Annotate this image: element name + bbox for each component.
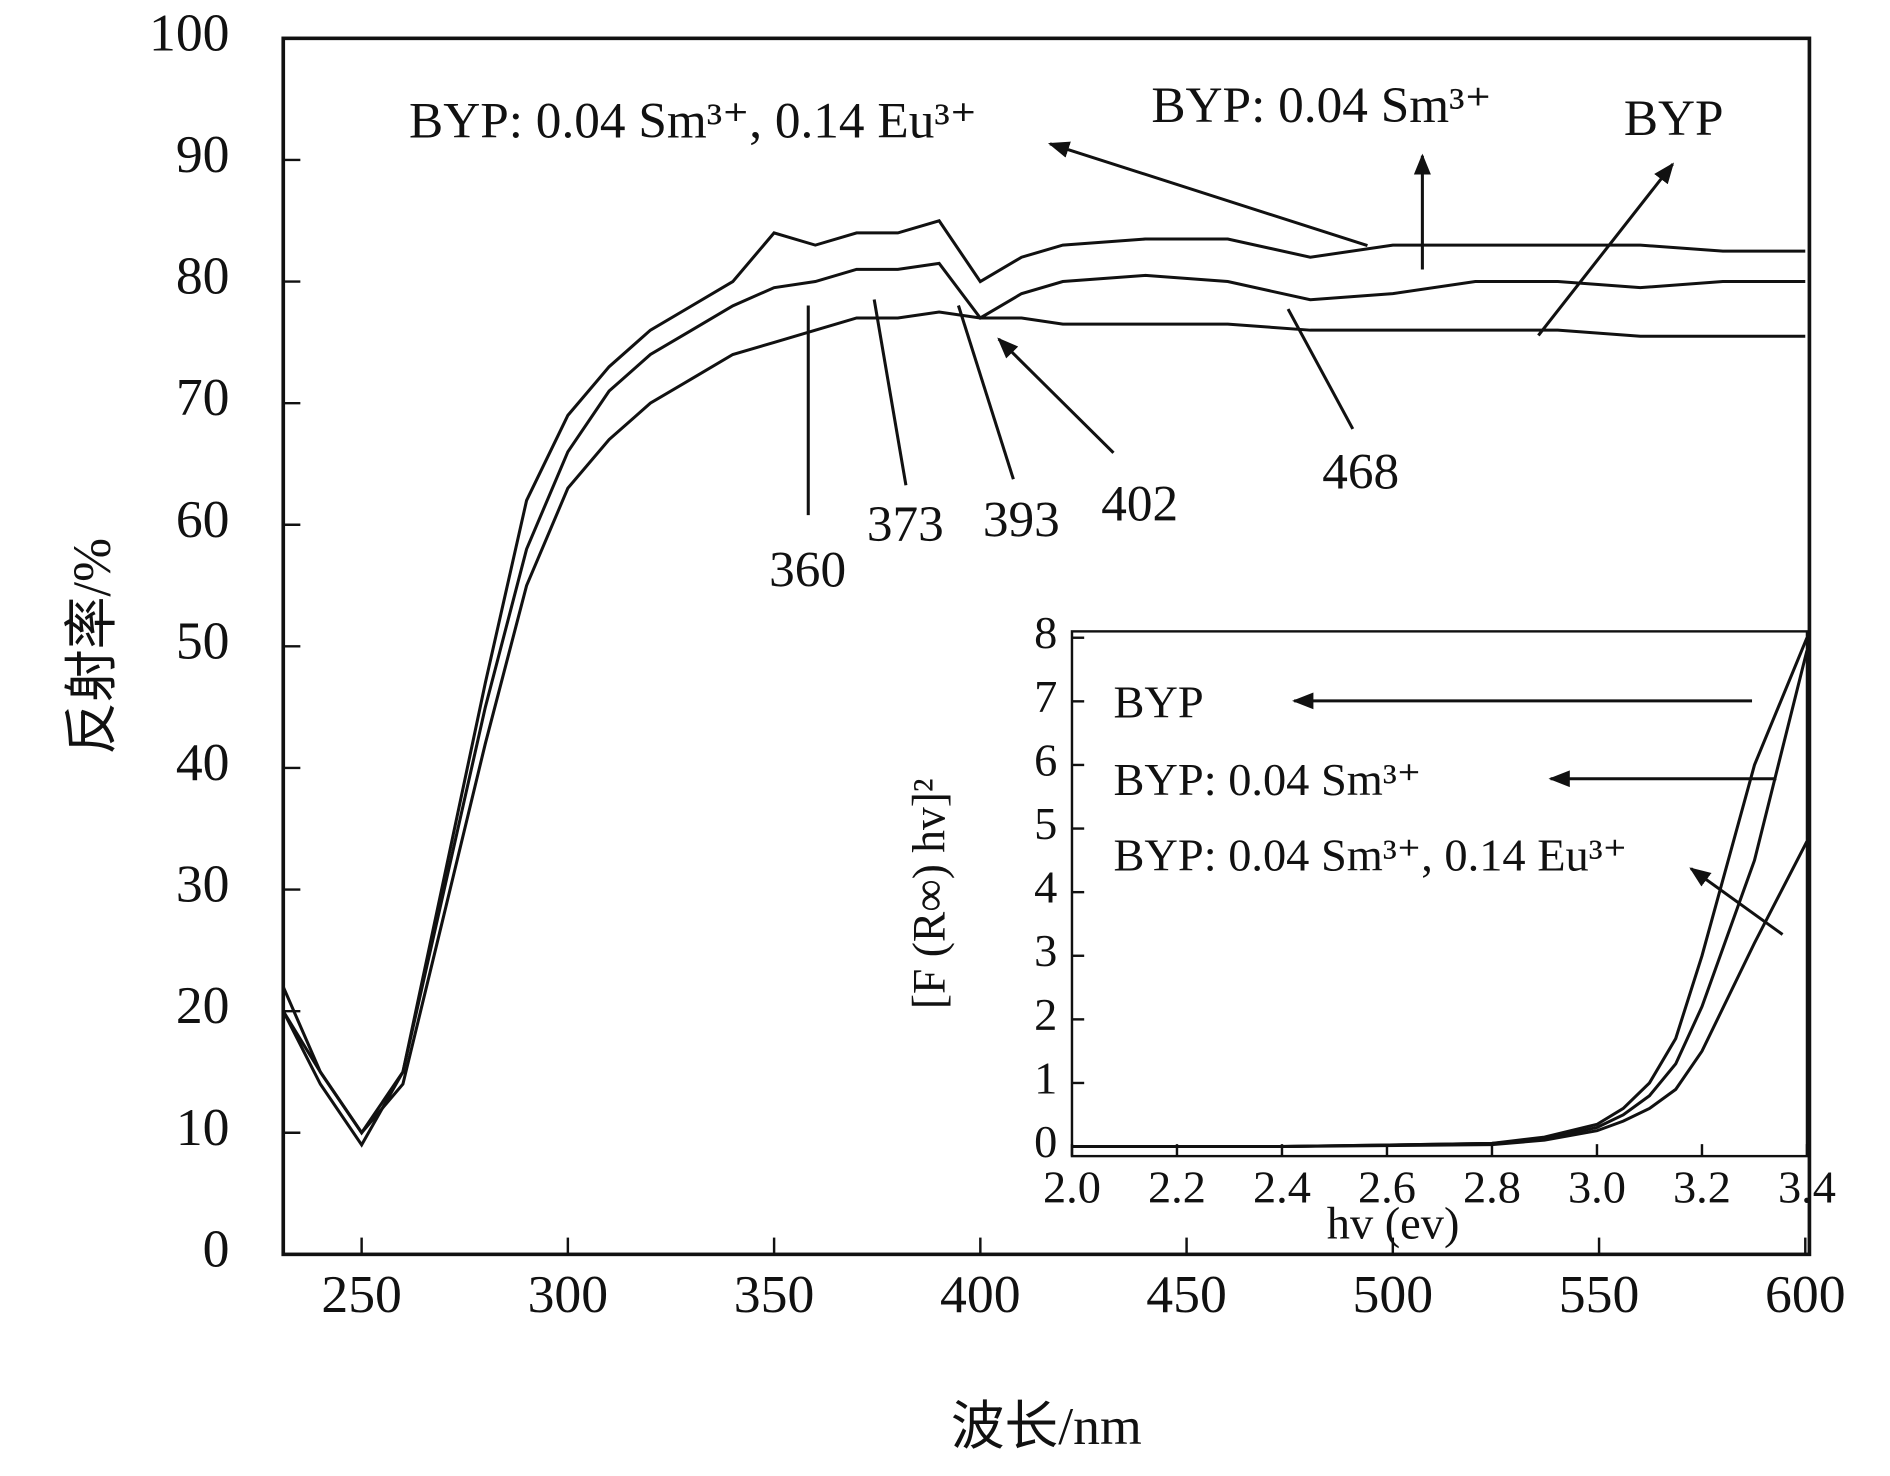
x-tick-label: 300 [528, 1265, 609, 1323]
inset-bg [1071, 631, 1807, 1157]
y-tick-label: 1 [1034, 1053, 1057, 1104]
y-tick-label: 30 [176, 855, 230, 913]
x-tick-label: 2.0 [1043, 1162, 1101, 1213]
series-line [1071, 840, 1809, 1149]
peak-label: 393 [983, 492, 1060, 547]
series-label: BYP: 0.04 Sm³⁺, 0.14 Eu³⁺ [1113, 830, 1627, 881]
y-tick-label: 3 [1034, 926, 1057, 977]
y-tick-label: 8 [1034, 608, 1057, 659]
y-tick-label: 7 [1034, 671, 1057, 722]
y-tick-label: 10 [176, 1098, 230, 1156]
annotation-arrow [956, 305, 1015, 480]
y-axis-label: 反射率/% [63, 538, 123, 755]
y-tick-label: 2 [1034, 989, 1057, 1040]
x-tick-label: 250 [321, 1265, 402, 1323]
y-tick-label: 20 [176, 977, 230, 1035]
series-label: BYP: 0.04 Sm³⁺ [1151, 77, 1491, 132]
peak-label: 468 [1322, 444, 1399, 499]
peak-label: 373 [867, 497, 944, 552]
x-axis-label: 波长/nm [951, 1397, 1142, 1455]
annotation-arrow [872, 299, 908, 486]
annotation-arrow [997, 337, 1115, 454]
series-line [281, 261, 1806, 1136]
x-axis-label: hv (ev) [1327, 1198, 1460, 1249]
y-axis-label: [F (R∞) hv]² [903, 778, 954, 1009]
annotation-arrow [1286, 308, 1355, 430]
x-tick-label: 3.4 [1778, 1162, 1836, 1213]
x-tick-label: 400 [940, 1265, 1021, 1323]
y-tick-label: 0 [203, 1220, 230, 1278]
x-tick-label: 500 [1353, 1265, 1434, 1323]
y-tick-label: 5 [1034, 798, 1057, 849]
y-tick-label: 6 [1034, 735, 1057, 786]
series-label: BYP [1113, 677, 1203, 728]
y-tick-label: 60 [176, 490, 230, 548]
series-label: BYP [1624, 90, 1724, 145]
x-tick-label: 3.0 [1568, 1162, 1626, 1213]
y-tick-label: 50 [176, 612, 230, 670]
y-tick-label: 40 [176, 734, 230, 792]
y-tick-label: 4 [1034, 862, 1057, 913]
y-tick-label: 80 [176, 247, 230, 305]
series-label: BYP: 0.04 Sm³⁺ [1113, 755, 1421, 806]
x-tick-label: 2.8 [1463, 1162, 1521, 1213]
x-tick-label: 450 [1146, 1265, 1227, 1323]
series-line [281, 219, 1806, 1148]
series-label: BYP: 0.04 Sm³⁺, 0.14 Eu³⁺ [409, 93, 977, 148]
annotation-arrow [1537, 162, 1674, 337]
x-tick-label: 350 [734, 1265, 815, 1323]
peak-label: 402 [1101, 476, 1178, 531]
x-tick-label: 2.2 [1148, 1162, 1206, 1213]
x-tick-label: 550 [1559, 1265, 1640, 1323]
series-line [281, 310, 1806, 1136]
annotation-arrow [1047, 141, 1368, 248]
annotation-arrow [1689, 867, 1784, 936]
y-tick-label: 70 [176, 369, 230, 427]
y-tick-label: 0 [1034, 1116, 1057, 1167]
y-tick-label: 100 [149, 4, 230, 62]
x-tick-label: 2.4 [1253, 1162, 1311, 1213]
x-tick-label: 600 [1765, 1265, 1846, 1323]
x-tick-label: 3.2 [1673, 1162, 1731, 1213]
peak-label: 360 [769, 542, 846, 597]
y-tick-label: 90 [176, 125, 230, 183]
x-tick-label: 2.6 [1358, 1162, 1416, 1213]
plot-frame [1070, 630, 1809, 1158]
